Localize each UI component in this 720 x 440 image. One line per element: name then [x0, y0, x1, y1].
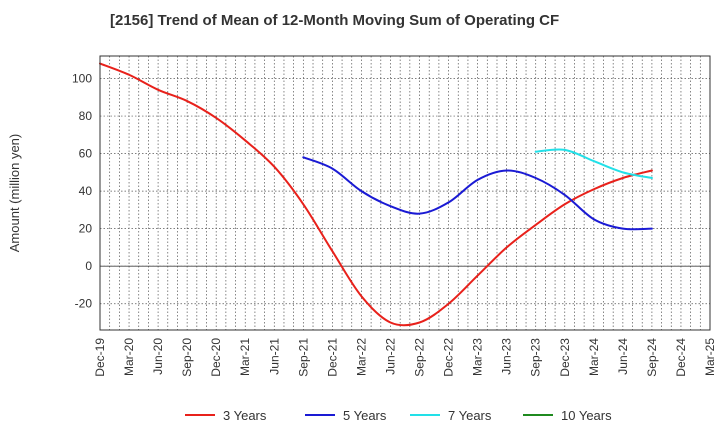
x-tick-label: Jun-21 — [267, 338, 281, 375]
x-tick-labels: Dec-19 Mar-20 Jun-20 Sep-20 Dec-20 Mar-21 Jun-… — [93, 338, 717, 377]
x-tick-label: Dec-19 — [93, 338, 107, 377]
series-line-7-years — [534, 148, 653, 179]
x-tick-label: Dec-20 — [209, 338, 223, 377]
legend-label-10-years: 10 Years — [561, 408, 612, 423]
x-tick-label: Mar-22 — [354, 338, 368, 376]
x-tick-label: Mar-24 — [587, 338, 601, 376]
legend-label-3-years: 3 Years — [223, 408, 267, 423]
x-tick-label: Mar-23 — [471, 338, 485, 376]
chart-title: [2156] Trend of Mean of 12-Month Moving … — [110, 12, 559, 29]
grid-layer — [100, 56, 710, 330]
x-tick-label: Jun-22 — [383, 338, 397, 375]
x-tick-label: Jun-23 — [500, 338, 514, 375]
legend: 3 Years 5 Years 7 Years 10 Years — [185, 408, 612, 423]
x-tick-label: Mar-25 — [703, 338, 717, 376]
x-tick-label: Sep-22 — [413, 338, 427, 377]
y-tick-label: -20 — [75, 297, 93, 311]
x-tick-label: Dec-24 — [674, 338, 688, 377]
y-tick-label: 80 — [79, 109, 93, 123]
x-tick-label: Jun-20 — [151, 338, 165, 375]
y-tick-label: 40 — [79, 184, 93, 198]
legend-label-7-years: 7 Years — [448, 408, 492, 423]
plot-frame — [99, 55, 711, 331]
y-axis-label: Amount (million yen) — [7, 134, 22, 253]
series-line-5-years — [302, 156, 653, 231]
legend-label-5-years: 5 Years — [343, 408, 387, 423]
y-tick-label: 20 — [79, 222, 93, 236]
x-tick-label: Mar-20 — [122, 338, 136, 376]
x-tick-label: Dec-22 — [442, 338, 456, 377]
x-tick-label: Sep-24 — [645, 338, 659, 377]
x-tick-label: Dec-23 — [558, 338, 572, 377]
x-tick-label: Mar-21 — [238, 338, 252, 376]
x-tick-label: Sep-21 — [296, 338, 310, 377]
y-tick-labels: 100 80 60 40 20 0 -20 — [72, 72, 92, 311]
x-tick-label: Sep-23 — [529, 338, 543, 377]
y-tick-label: 100 — [72, 72, 92, 86]
series-line-3-years — [99, 62, 653, 327]
x-tick-label: Sep-20 — [180, 338, 194, 377]
series-layer — [99, 62, 653, 327]
x-tick-label: Dec-21 — [325, 338, 339, 377]
y-tick-label: 0 — [85, 259, 92, 273]
x-tick-label: Jun-24 — [616, 338, 630, 375]
y-tick-label: 60 — [79, 147, 93, 161]
